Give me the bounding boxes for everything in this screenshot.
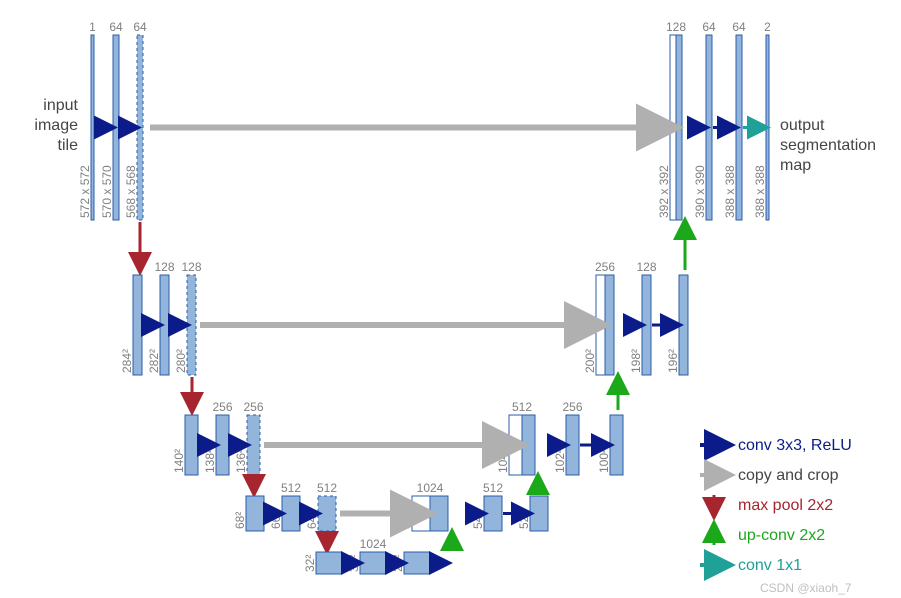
svg-text:64: 64 [109,20,123,34]
svg-text:1024: 1024 [360,537,387,551]
feature-map [318,496,336,531]
svg-text:100²: 100² [597,449,611,473]
feature-map [133,275,142,375]
legend-item: up-conv 2x2 [738,527,825,544]
feature-map [642,275,651,375]
svg-text:282²: 282² [147,349,161,373]
legend-item: max pool 2x2 [738,497,833,514]
feature-map [679,275,688,375]
svg-text:390 x 390: 390 x 390 [693,165,707,218]
svg-text:512: 512 [512,400,532,414]
feature-map [404,552,430,574]
svg-text:198²: 198² [629,349,643,373]
input-label: input [43,97,78,114]
watermark: CSDN @xiaoh_7 [760,581,852,595]
svg-text:64: 64 [732,20,746,34]
svg-text:392 x 392: 392 x 392 [657,165,671,218]
svg-text:2: 2 [764,20,771,34]
output-label: segmentation [780,137,876,154]
feature-map [605,275,614,375]
svg-text:388 x 388: 388 x 388 [723,165,737,218]
output-label: map [780,157,811,174]
feature-map [160,275,169,375]
svg-text:128: 128 [154,260,174,274]
unet-diagram: 1 572 x 572 64 570 x 570 64 568 x 568 128 392 x… [0,0,901,598]
feature-map [247,415,260,475]
svg-text:140²: 140² [172,449,186,473]
svg-text:68²: 68² [233,512,247,529]
output-label: output [780,117,825,134]
svg-text:280²: 280² [174,349,188,373]
legend-item: conv 3x3, ReLU [738,437,852,454]
svg-text:572 x 572: 572 x 572 [78,165,92,218]
feature-map [316,552,342,574]
feature-map [430,496,448,531]
legend-item: copy and crop [738,467,839,484]
feature-map [522,415,535,475]
feature-map [566,415,579,475]
svg-text:568 x 568: 568 x 568 [124,165,138,218]
feature-map [530,496,548,531]
feature-map [676,35,682,220]
feature-map [187,275,196,375]
svg-text:136²: 136² [234,449,248,473]
input-label: tile [58,137,79,154]
input-label: image [34,117,78,134]
feature-map [185,415,198,475]
svg-text:64: 64 [702,20,716,34]
svg-text:102²: 102² [553,449,567,473]
svg-text:138²: 138² [203,449,217,473]
legend-item: conv 1x1 [738,557,802,574]
svg-text:32²: 32² [303,555,317,572]
feature-map [216,415,229,475]
svg-text:1: 1 [89,20,96,34]
feature-map [610,415,623,475]
svg-text:104²: 104² [496,449,510,473]
svg-text:388 x 388: 388 x 388 [753,165,767,218]
svg-text:128: 128 [181,260,201,274]
svg-text:512: 512 [483,481,503,495]
svg-text:256: 256 [212,400,232,414]
svg-text:512: 512 [317,481,337,495]
svg-text:284²: 284² [120,349,134,373]
svg-text:570 x 570: 570 x 570 [100,165,114,218]
feature-map [246,496,264,531]
svg-text:200²: 200² [583,349,597,373]
feature-map [360,552,386,574]
svg-text:1024: 1024 [417,481,444,495]
svg-text:196²: 196² [666,349,680,373]
svg-text:128: 128 [666,20,686,34]
svg-text:256: 256 [595,260,615,274]
feature-map [484,496,502,531]
svg-text:512: 512 [281,481,301,495]
svg-text:256: 256 [562,400,582,414]
svg-text:128: 128 [636,260,656,274]
svg-text:256: 256 [243,400,263,414]
svg-text:64: 64 [133,20,147,34]
feature-map [282,496,300,531]
